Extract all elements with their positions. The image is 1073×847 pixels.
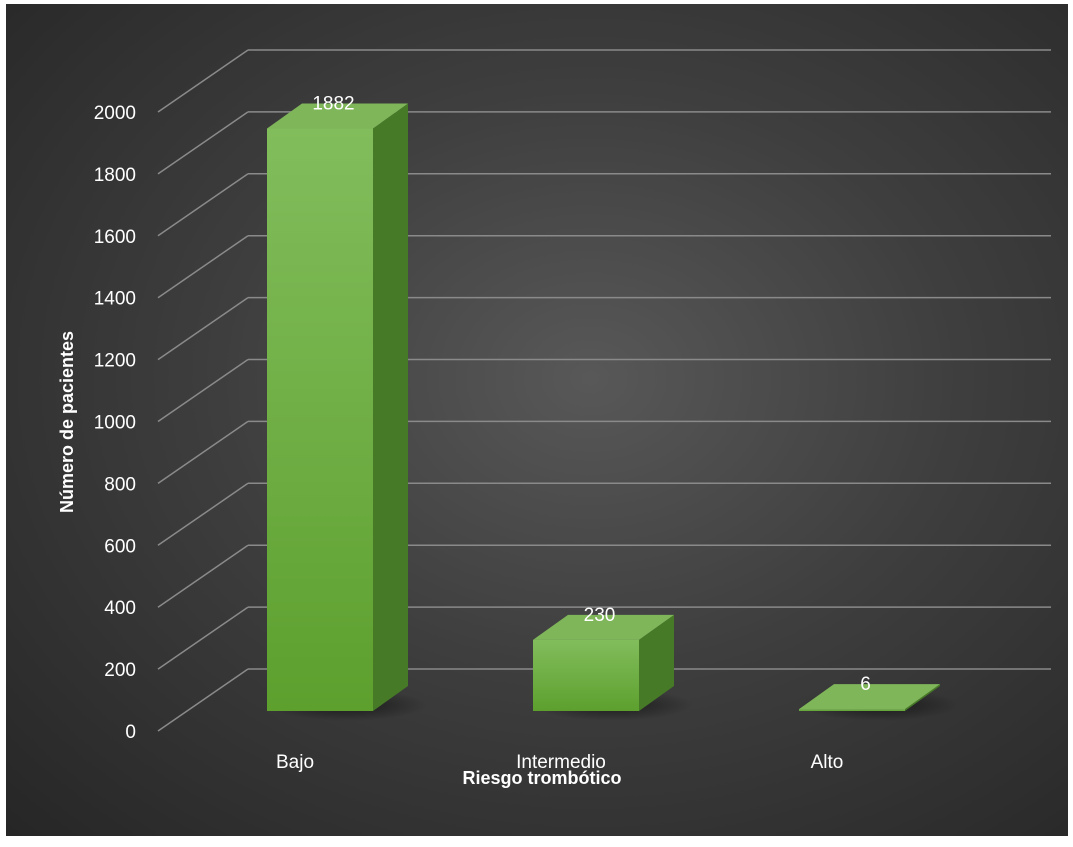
y-tick-label: 1400 — [94, 289, 136, 310]
gridline-diagonal — [157, 49, 249, 113]
gridline-diagonal — [157, 358, 249, 423]
x-category-label: Alto — [811, 752, 844, 773]
bars — [267, 103, 940, 712]
bar-front — [533, 639, 639, 711]
y-tick-label: 1200 — [94, 351, 136, 372]
bar-top — [799, 684, 940, 710]
y-tick-label: 600 — [104, 536, 136, 557]
gridline-diagonal — [157, 111, 249, 175]
gridline-diagonal — [157, 296, 249, 361]
x-category-label: Bajo — [276, 752, 314, 773]
data-label: 1882 — [312, 94, 354, 115]
y-tick-label: 1800 — [94, 165, 136, 186]
data-labels: 1882 230 6 — [312, 94, 870, 696]
y-axis-ticks: 0 200 400 600 800 1000 1200 1400 1600 1800 2000 — [94, 103, 136, 743]
chart-area: 0 200 400 600 800 1000 1200 1400 1600 1800 2000 18… — [6, 4, 1068, 836]
gridline-diagonal — [157, 606, 249, 670]
y-axis-title: Número de pacientes — [57, 331, 77, 513]
gridline-diagonal — [157, 544, 249, 608]
bar — [267, 103, 408, 712]
y-tick-label: 800 — [104, 474, 136, 495]
gridline-diagonal — [157, 668, 249, 732]
bar-front — [267, 128, 373, 711]
gridline-diagonal — [157, 420, 249, 485]
chart-canvas: 0 200 400 600 800 1000 1200 1400 1600 1800 2000 18… — [57, 49, 1051, 788]
x-axis-categories: Bajo Intermedio Alto — [276, 752, 843, 773]
y-tick-label: 1600 — [94, 227, 136, 248]
bar-front — [799, 709, 905, 711]
x-category-label: Intermedio — [516, 752, 606, 773]
y-tick-label: 2000 — [94, 103, 136, 124]
bar — [799, 684, 940, 711]
x-axis-title: Riesgo trombótico — [462, 768, 621, 788]
gridline-diagonal — [157, 235, 249, 299]
bar-top — [267, 103, 408, 129]
gridline-diagonal — [157, 482, 249, 546]
data-label: 6 — [860, 674, 871, 695]
bar-top — [533, 614, 674, 640]
y-tick-label: 400 — [104, 598, 136, 619]
bar-side — [373, 103, 408, 712]
y-tick-label: 1000 — [94, 413, 136, 434]
y-tick-label: 200 — [104, 660, 136, 681]
y-tick-label: 0 — [125, 722, 136, 743]
bar — [533, 614, 674, 711]
bar-side — [639, 614, 674, 711]
bar-side — [905, 684, 940, 711]
gridline-diagonal — [157, 173, 249, 237]
data-label: 230 — [584, 605, 616, 626]
